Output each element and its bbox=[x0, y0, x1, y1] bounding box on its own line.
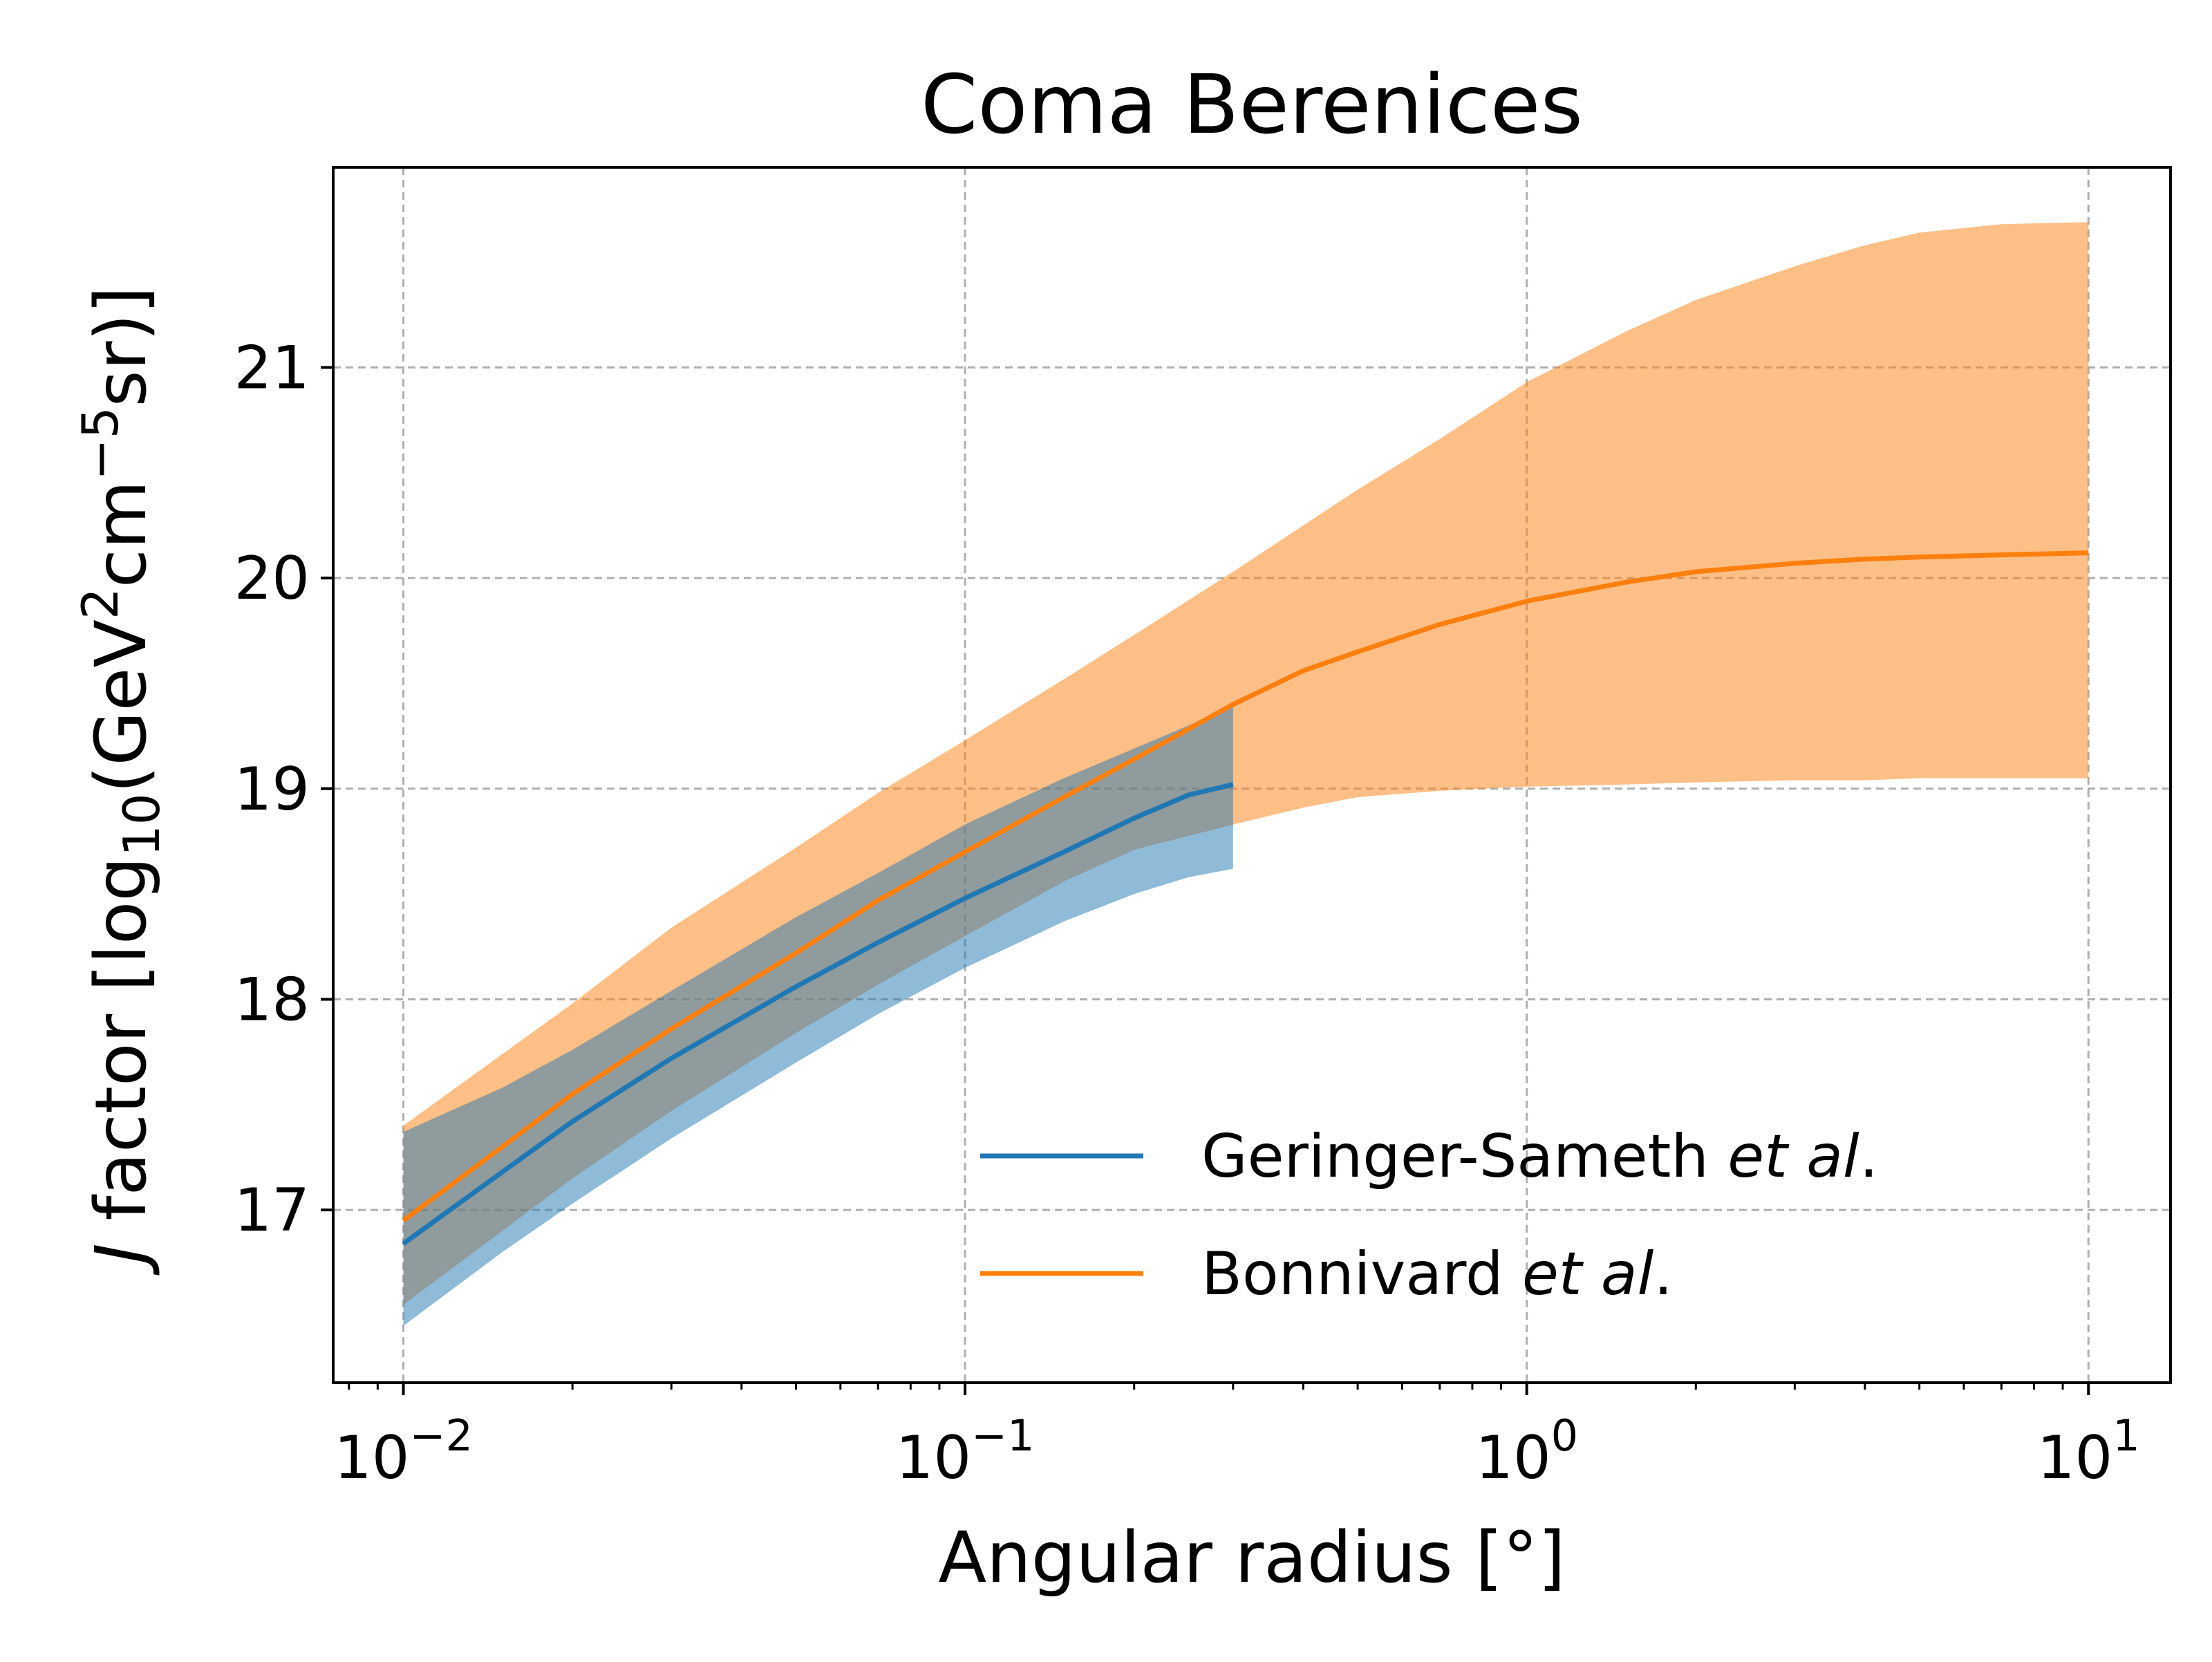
x-tick-label: 10−2 bbox=[334, 1410, 473, 1493]
x-axis-label: Angular radius [°] bbox=[938, 1517, 1565, 1599]
x-tick-label: 10−1 bbox=[896, 1410, 1035, 1493]
x-tick-label: 101 bbox=[2037, 1410, 2140, 1493]
x-tick-label-base: 10 bbox=[334, 1423, 409, 1493]
uncertainty-bands bbox=[403, 222, 2089, 1326]
x-tick-label-exponent: −2 bbox=[410, 1410, 473, 1461]
legend-label-0: Geringer-Sameth et al. bbox=[1201, 1122, 1878, 1191]
y-axis-label-sup1: 2 bbox=[71, 588, 129, 619]
x-tick-label-exponent: −1 bbox=[971, 1410, 1034, 1461]
y-tick-label: 21 bbox=[234, 333, 310, 402]
legend-label-plain: Bonnivard bbox=[1201, 1240, 1522, 1309]
y-axis-label-sup2: −5 bbox=[71, 407, 129, 480]
y-axis-label-sub: 10 bbox=[113, 793, 171, 857]
x-tick-label-exponent: 1 bbox=[2112, 1410, 2139, 1461]
legend-label-suffix: . bbox=[1859, 1122, 1878, 1191]
legend: Geringer-Sameth et al.Bonnivard et al. bbox=[980, 1122, 1878, 1309]
y-tick-label: 17 bbox=[234, 1176, 310, 1245]
legend-label-italic: et al bbox=[1522, 1240, 1654, 1309]
legend-label-italic: et al bbox=[1727, 1122, 1859, 1191]
y-axis-label-j: J bbox=[80, 1243, 162, 1276]
y-tick-label: 20 bbox=[234, 544, 310, 613]
y-tick-label: 19 bbox=[234, 755, 310, 824]
y-axis-label-post: sr)] bbox=[80, 286, 162, 407]
x-tick-label: 100 bbox=[1475, 1410, 1578, 1493]
y-tick-label: 18 bbox=[234, 965, 310, 1034]
band-0 bbox=[403, 707, 1233, 1326]
x-tick-label-exponent: 0 bbox=[1551, 1410, 1578, 1461]
y-axis-label-mid2: cm bbox=[80, 480, 162, 588]
series-line-0 bbox=[402, 782, 1234, 1246]
x-tick-label-base: 10 bbox=[2037, 1423, 2112, 1493]
series-lines bbox=[402, 550, 2089, 1246]
chart-title: Coma Berenices bbox=[921, 57, 1583, 152]
y-axis-label: J factor [log10(GeV2cm−5sr)] bbox=[71, 286, 171, 1276]
y-axis-label-mid1: (GeV bbox=[80, 619, 162, 793]
plot-frame bbox=[332, 166, 2172, 1384]
x-tick-label-base: 10 bbox=[896, 1423, 971, 1493]
band-1 bbox=[403, 222, 2089, 1305]
x-tick-label-base: 10 bbox=[1475, 1423, 1550, 1493]
legend-label-suffix: . bbox=[1653, 1240, 1672, 1309]
y-axis-label-pre: factor [log bbox=[80, 857, 162, 1243]
legend-label-plain: Geringer-Sameth bbox=[1201, 1122, 1727, 1191]
series-line-1 bbox=[402, 550, 2089, 1223]
legend-label-1: Bonnivard et al. bbox=[1201, 1240, 1673, 1309]
